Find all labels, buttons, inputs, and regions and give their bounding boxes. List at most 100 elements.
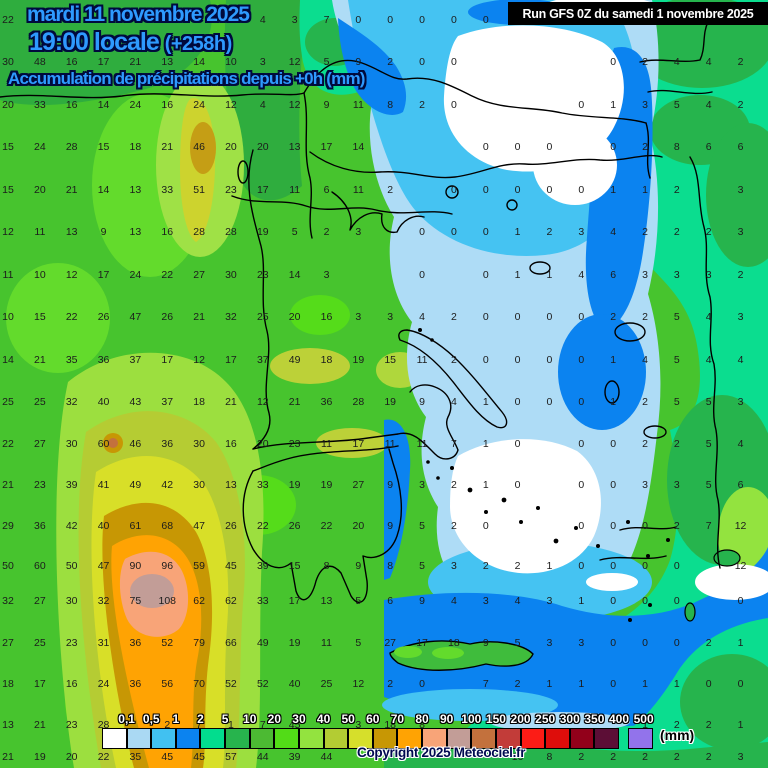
- grid-value: 44: [320, 750, 333, 763]
- grid-value: 42: [65, 519, 78, 532]
- grid-value: 3: [737, 310, 744, 323]
- grid-value: 5: [355, 636, 362, 649]
- grid-value: 57: [225, 750, 237, 763]
- grid-value: 2: [323, 225, 330, 238]
- grid-value: 5: [291, 225, 298, 238]
- grid-value: 1: [610, 183, 617, 196]
- grid-value: 18: [129, 140, 142, 153]
- grid-value: 45: [161, 750, 174, 763]
- grid-value: 14: [2, 353, 14, 366]
- grid-value: 14: [352, 140, 365, 153]
- grid-value: 26: [225, 519, 237, 532]
- grid-value: 70: [193, 677, 205, 690]
- grid-value: 1: [578, 677, 585, 690]
- grid-value: 46: [193, 140, 205, 153]
- grid-value: 35: [65, 353, 78, 366]
- grid-value: 3: [419, 478, 425, 491]
- grid-value: 23: [225, 183, 237, 196]
- grid-value: 22: [97, 750, 110, 763]
- date-title: mardi 11 novembre 2025: [27, 3, 250, 26]
- grid-value: 16: [161, 225, 174, 238]
- grid-value: 3: [673, 268, 680, 281]
- grid-value: 16: [65, 55, 78, 68]
- grid-value: 28: [97, 718, 110, 731]
- grid-value: 4: [419, 310, 425, 323]
- grid-value: 17: [34, 677, 46, 690]
- grid-value: 17: [416, 636, 428, 649]
- grid-value: 2: [546, 225, 553, 238]
- grid-value: 12: [2, 225, 14, 238]
- grid-value: 25: [256, 310, 269, 323]
- grid-value: 5: [673, 395, 680, 408]
- grid-value: 16: [161, 98, 174, 111]
- grid-value: 36: [161, 437, 174, 450]
- grid-value: 33: [161, 183, 174, 196]
- grid-value: 11: [34, 225, 46, 238]
- grid-value: 1: [578, 594, 585, 607]
- grid-value: 36: [320, 395, 333, 408]
- grid-value: 9: [419, 594, 425, 607]
- grid-value: 0: [673, 594, 680, 607]
- grid-value: 36: [129, 636, 142, 649]
- grid-value: 3: [578, 636, 585, 649]
- grid-value: 2: [642, 395, 648, 408]
- grid-value: 3: [387, 310, 394, 323]
- grid-value: 4: [642, 353, 648, 366]
- grid-value: 4: [705, 353, 712, 366]
- grid-value: 20: [256, 437, 269, 450]
- grid-value: 0: [610, 478, 617, 491]
- grid-value: 0: [610, 594, 617, 607]
- grid-value: 36: [129, 677, 142, 690]
- grid-value: 0: [482, 183, 489, 196]
- grid-value: 2: [450, 310, 457, 323]
- grid-value: 3: [291, 13, 298, 26]
- grid-value: 9: [482, 636, 489, 649]
- grid-value: 18: [2, 677, 14, 690]
- grid-value: 7: [259, 718, 266, 731]
- grid-value: 2: [164, 718, 171, 731]
- grid-value: 25: [34, 395, 46, 408]
- grid-value: 5: [323, 55, 330, 68]
- grid-value: 2: [642, 750, 648, 763]
- grid-value: 24: [129, 268, 142, 281]
- coastline-borders: [0, 21, 721, 603]
- grid-value: 1: [610, 395, 617, 408]
- grid-value: 9: [100, 225, 107, 238]
- grid-value: 13: [65, 225, 78, 238]
- grid-value: 13: [320, 594, 333, 607]
- grid-value: 21: [225, 395, 237, 408]
- grid-value: 4: [737, 353, 744, 366]
- grid-value: 12: [256, 395, 269, 408]
- grid-value: 6: [705, 140, 712, 153]
- grid-value: 11: [289, 183, 301, 196]
- grid-value: 0: [642, 519, 648, 532]
- grid-value: 3: [737, 395, 744, 408]
- grid-value: 21: [129, 55, 142, 68]
- grid-value: 46: [129, 437, 142, 450]
- grid-value: 7: [450, 437, 457, 450]
- grid-value: 17: [161, 353, 174, 366]
- grid-value: 13: [129, 225, 142, 238]
- grid-value: 11: [384, 437, 396, 450]
- grid-value: 0: [610, 636, 617, 649]
- grid-value: 12: [65, 268, 78, 281]
- grid-value: 0: [610, 437, 617, 450]
- grid-value: 0: [482, 353, 489, 366]
- grid-value: 75: [129, 594, 142, 607]
- grid-value: 8: [419, 718, 425, 731]
- grid-value: 108: [158, 594, 177, 607]
- grid-value: 12: [734, 519, 747, 532]
- grid-value: 17: [320, 140, 333, 153]
- grid-value: 17: [225, 353, 237, 366]
- grid-value: 6: [387, 594, 394, 607]
- grid-value: 51: [193, 183, 205, 196]
- grid-value: 8: [387, 559, 394, 572]
- grid-value: 0: [546, 140, 553, 153]
- grid-value: 9: [323, 98, 330, 111]
- grid-value: 5: [419, 519, 425, 532]
- grid-value: 4: [450, 594, 457, 607]
- grid-value: 62: [225, 594, 237, 607]
- grid-value: 30: [2, 55, 14, 68]
- grid-value: 2: [673, 718, 680, 731]
